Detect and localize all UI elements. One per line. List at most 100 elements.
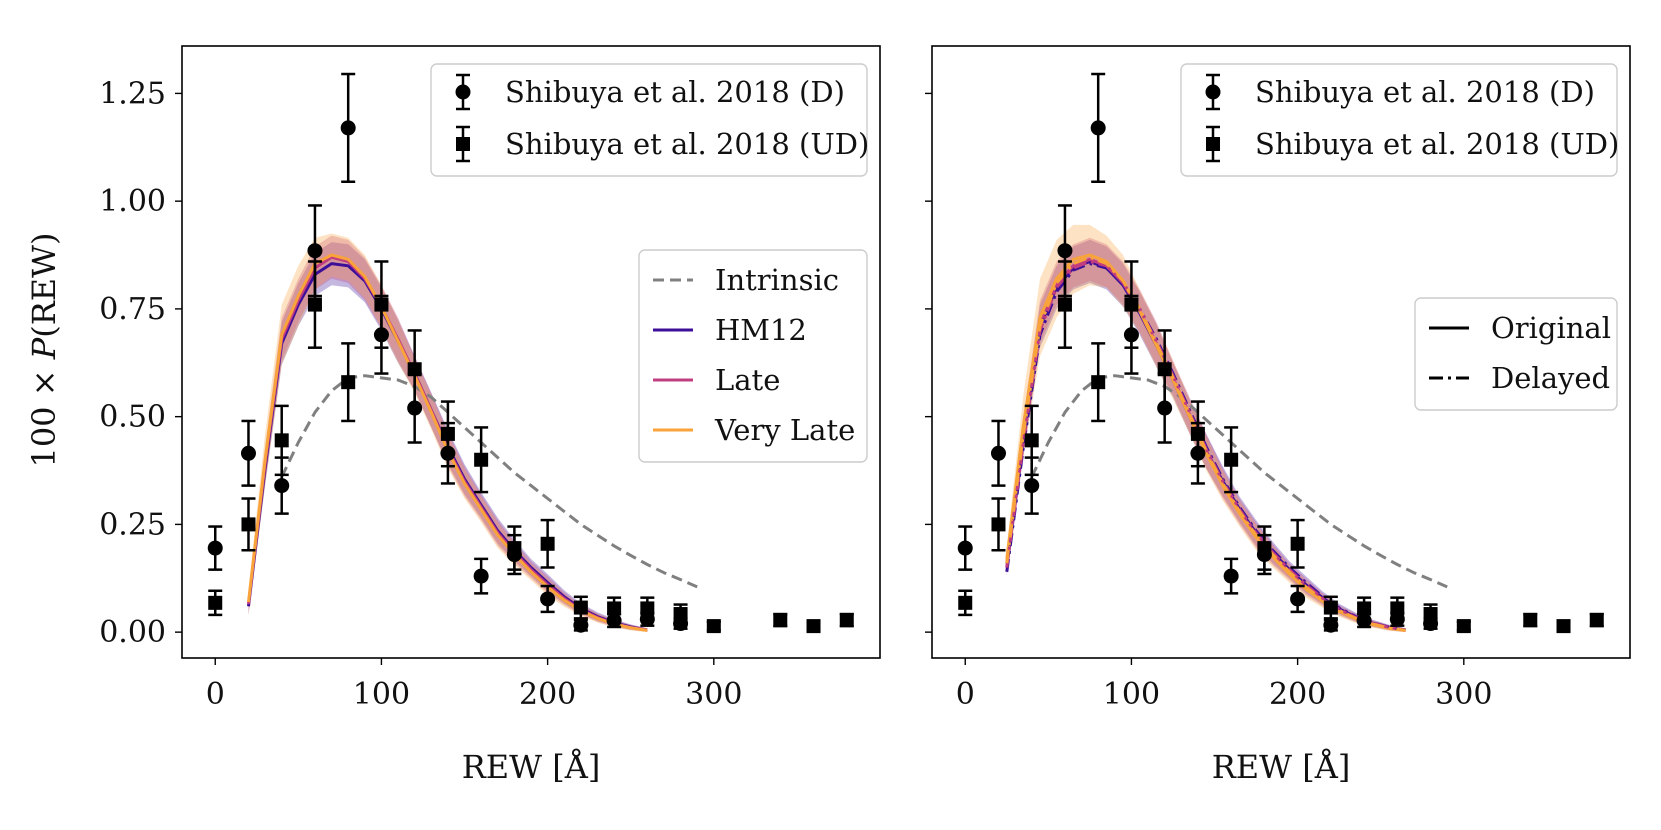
series-line-intrinsic — [1030, 374, 1448, 589]
marker-square — [1091, 375, 1106, 390]
marker-circle — [1323, 617, 1339, 633]
legend-marker-circle — [455, 84, 471, 100]
obs-UD-point — [806, 619, 821, 634]
obs-UD-point — [1091, 342, 1106, 423]
legend-label: Shibuya et al. 2018 (D) — [505, 75, 845, 109]
marker-circle — [957, 540, 973, 556]
obs-UD-point — [1390, 596, 1405, 621]
series-line-very-late-original — [1005, 253, 1406, 632]
legend-marker-circle — [1205, 84, 1221, 100]
marker-square — [1190, 426, 1205, 441]
marker-circle — [307, 243, 323, 259]
obs-UD-point — [1423, 603, 1438, 625]
obs-D-point — [240, 419, 256, 487]
obs-UD-point — [1290, 518, 1305, 569]
obs-UD-point — [1024, 404, 1039, 477]
series-line-late-delayed — [1005, 260, 1406, 632]
marker-square — [1556, 619, 1571, 634]
marker-square — [507, 541, 522, 556]
obs-D-point — [1290, 584, 1306, 614]
obs-UD-point — [241, 497, 256, 552]
marker-square — [1024, 433, 1039, 448]
marker-circle — [207, 540, 223, 556]
legend-label: Intrinsic — [715, 263, 839, 297]
panel-right: 0 100 200 300 REW [Å] Shibuya et al. 2018 (D)… — [925, 45, 1631, 786]
obs-D-point — [957, 525, 973, 571]
marker-square — [474, 452, 489, 467]
x-tick-label: 100 — [1103, 677, 1160, 712]
legend-observations — [1180, 63, 1618, 177]
legend-label: Shibuya et al. 2018 (D) — [1255, 75, 1595, 109]
marker-circle — [1223, 568, 1239, 584]
legend-marker-square — [456, 137, 470, 151]
marker-square — [573, 600, 588, 615]
axes-frame — [181, 45, 881, 659]
obs-UD-point — [673, 603, 688, 625]
marker-circle — [573, 617, 589, 633]
plot-area — [957, 72, 1604, 634]
marker-circle — [340, 120, 356, 136]
obs-D-point — [473, 557, 489, 595]
legend-label: HM12 — [715, 313, 807, 347]
panel-left: 0 100 200 300 0.00 0.25 0.50 0.75 1.00 1.25 REW [Å… — [99, 45, 881, 786]
obs-UD-point — [507, 525, 522, 571]
obs-UD-point — [1157, 329, 1172, 410]
marker-circle — [1057, 243, 1073, 259]
legend-label: Delayed — [1491, 361, 1610, 395]
marker-circle — [1356, 613, 1372, 629]
marker-square — [673, 607, 688, 622]
obs-UD-point — [1456, 619, 1471, 634]
x-tick-label: 200 — [1269, 677, 1326, 712]
obs-UD-point — [640, 596, 655, 621]
band-late-original — [1006, 237, 1406, 633]
obs-UD-point — [307, 260, 322, 349]
x-axis-label: REW [Å] — [1212, 748, 1351, 786]
legend-label: Shibuya et al. 2018 (UD) — [505, 127, 869, 161]
obs-D-point — [540, 584, 556, 614]
obs-UD-point — [773, 612, 788, 628]
legend-label: Very Late — [714, 413, 855, 447]
marker-square — [773, 613, 788, 628]
marker-square — [341, 375, 356, 390]
marker-square — [407, 362, 422, 377]
x-tick-label: 300 — [685, 677, 742, 712]
obs-UD-point — [208, 589, 223, 617]
marker-square — [1390, 601, 1405, 616]
obs-UD-point — [374, 260, 389, 349]
marker-square — [440, 426, 455, 441]
obs-D-point — [340, 72, 356, 184]
legend-observations — [430, 63, 868, 177]
marker-square — [208, 595, 223, 610]
legend-label: Shibuya et al. 2018 (UD) — [1255, 127, 1619, 161]
band-very-late-original — [1006, 224, 1406, 633]
x-tick-label: 0 — [956, 677, 975, 712]
x-tick-label: 200 — [519, 677, 576, 712]
x-axis-label: REW [Å] — [462, 748, 601, 786]
marker-square — [1157, 362, 1172, 377]
marker-square — [1423, 607, 1438, 622]
legend-label: Original — [1491, 311, 1611, 345]
marker-square — [991, 517, 1006, 532]
marker-square — [1224, 452, 1239, 467]
obs-UD-point — [706, 619, 721, 634]
obs-UD-point — [474, 426, 489, 494]
y-tick-label: 0.25 — [99, 507, 166, 542]
marker-circle — [540, 591, 556, 607]
series-line-intrinsic — [280, 374, 698, 589]
marker-square — [307, 297, 322, 312]
marker-square — [274, 433, 289, 448]
legend-marker-square — [1206, 137, 1220, 151]
marker-square — [1323, 600, 1338, 615]
legend-models — [1414, 297, 1618, 411]
axes-frame — [931, 45, 1631, 659]
obs-D-point — [573, 617, 589, 633]
obs-UD-point — [1124, 260, 1139, 349]
obs-UD-point — [839, 612, 854, 628]
marker-square — [1057, 297, 1072, 312]
marker-circle — [240, 445, 256, 461]
y-tick-label: 1.25 — [99, 76, 166, 111]
obs-UD-point — [1556, 619, 1571, 634]
obs-UD-point — [1057, 260, 1072, 349]
marker-square — [839, 613, 854, 628]
obs-UD-point — [1257, 525, 1272, 571]
